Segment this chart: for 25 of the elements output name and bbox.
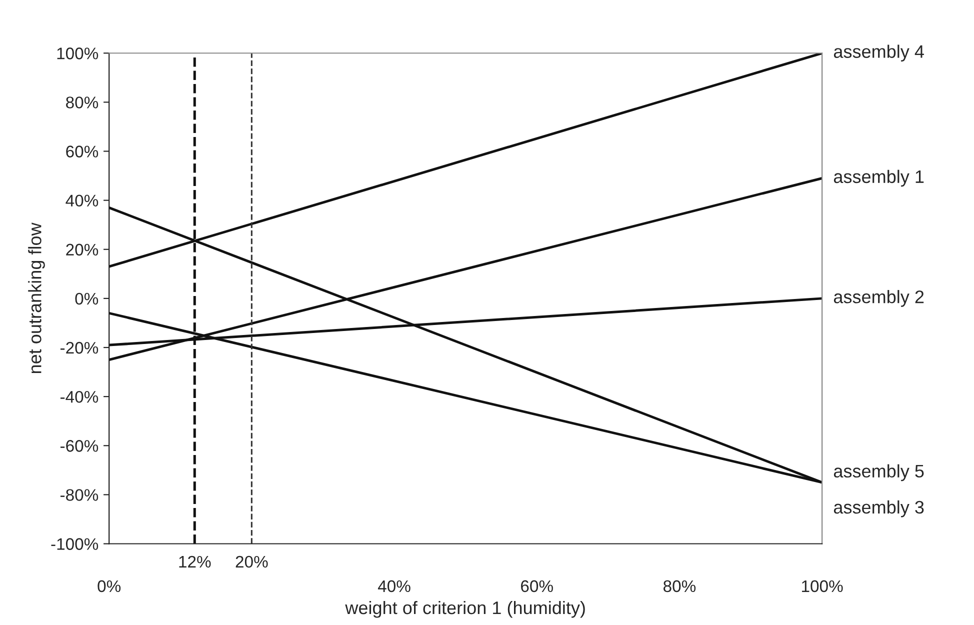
x-tick-label: 40% bbox=[378, 580, 410, 592]
y-tick-label: -40% bbox=[60, 390, 98, 403]
ref-line-label: 20% bbox=[236, 556, 268, 568]
series-label: assembly 1 bbox=[834, 170, 924, 187]
series-label: assembly 2 bbox=[834, 290, 924, 307]
x-tick-label: 100% bbox=[802, 580, 843, 592]
y-axis-title: net outranking flow bbox=[28, 222, 45, 374]
x-axis-title: weight of criterion 1 (humidity) bbox=[345, 600, 585, 618]
x-tick-label: 0% bbox=[98, 580, 121, 592]
x-tick-label: 60% bbox=[521, 580, 553, 592]
y-tick-label: 80% bbox=[66, 96, 98, 108]
series-label: assembly 3 bbox=[834, 500, 924, 518]
y-tick-label: 60% bbox=[66, 146, 98, 158]
y-tick-label: 100% bbox=[57, 48, 98, 60]
y-tick-label: 0% bbox=[75, 292, 98, 305]
y-tick-label: -20% bbox=[60, 342, 98, 354]
y-tick-label: 40% bbox=[66, 194, 98, 207]
series-label: assembly 4 bbox=[834, 44, 924, 62]
y-tick-label: 20% bbox=[66, 244, 98, 256]
y-tick-label: -80% bbox=[60, 489, 98, 501]
ref-line-label: 12% bbox=[179, 556, 211, 568]
y-tick-label: -60% bbox=[60, 440, 98, 452]
x-tick-label: 80% bbox=[664, 580, 696, 592]
y-tick-label: -100% bbox=[51, 538, 98, 550]
series-label: assembly 5 bbox=[834, 464, 924, 482]
